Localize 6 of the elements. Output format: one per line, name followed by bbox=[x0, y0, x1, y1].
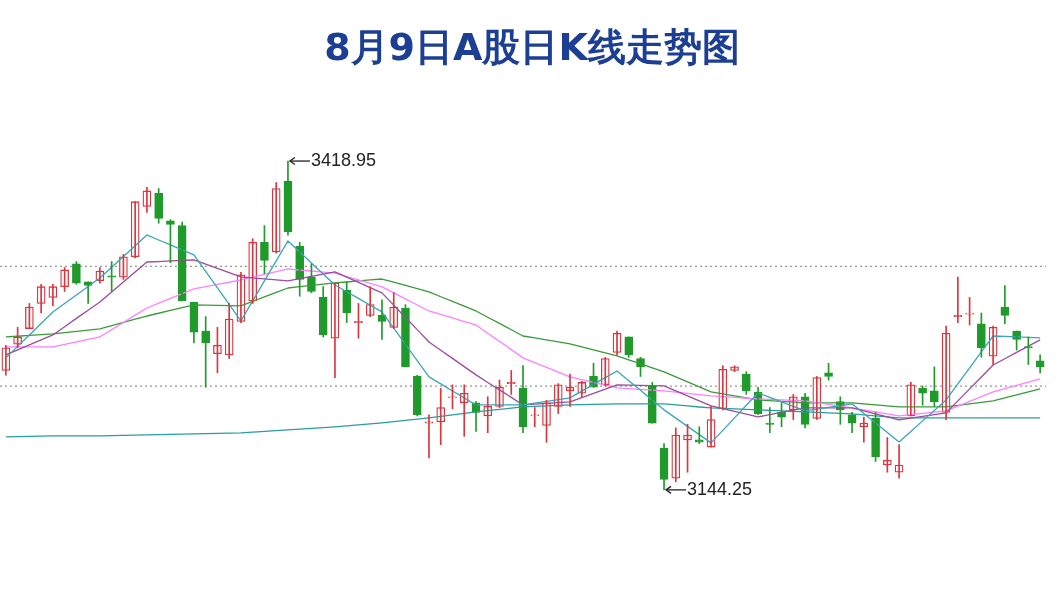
candlestick bbox=[530, 407, 540, 428]
annotation: 3144.25 bbox=[687, 478, 753, 499]
annotation: 3418.95 bbox=[310, 150, 377, 171]
chart-title: 8月9日A股日K线走势图 bbox=[323, 24, 741, 71]
candlestick bbox=[765, 407, 775, 434]
candlestick bbox=[424, 414, 434, 459]
